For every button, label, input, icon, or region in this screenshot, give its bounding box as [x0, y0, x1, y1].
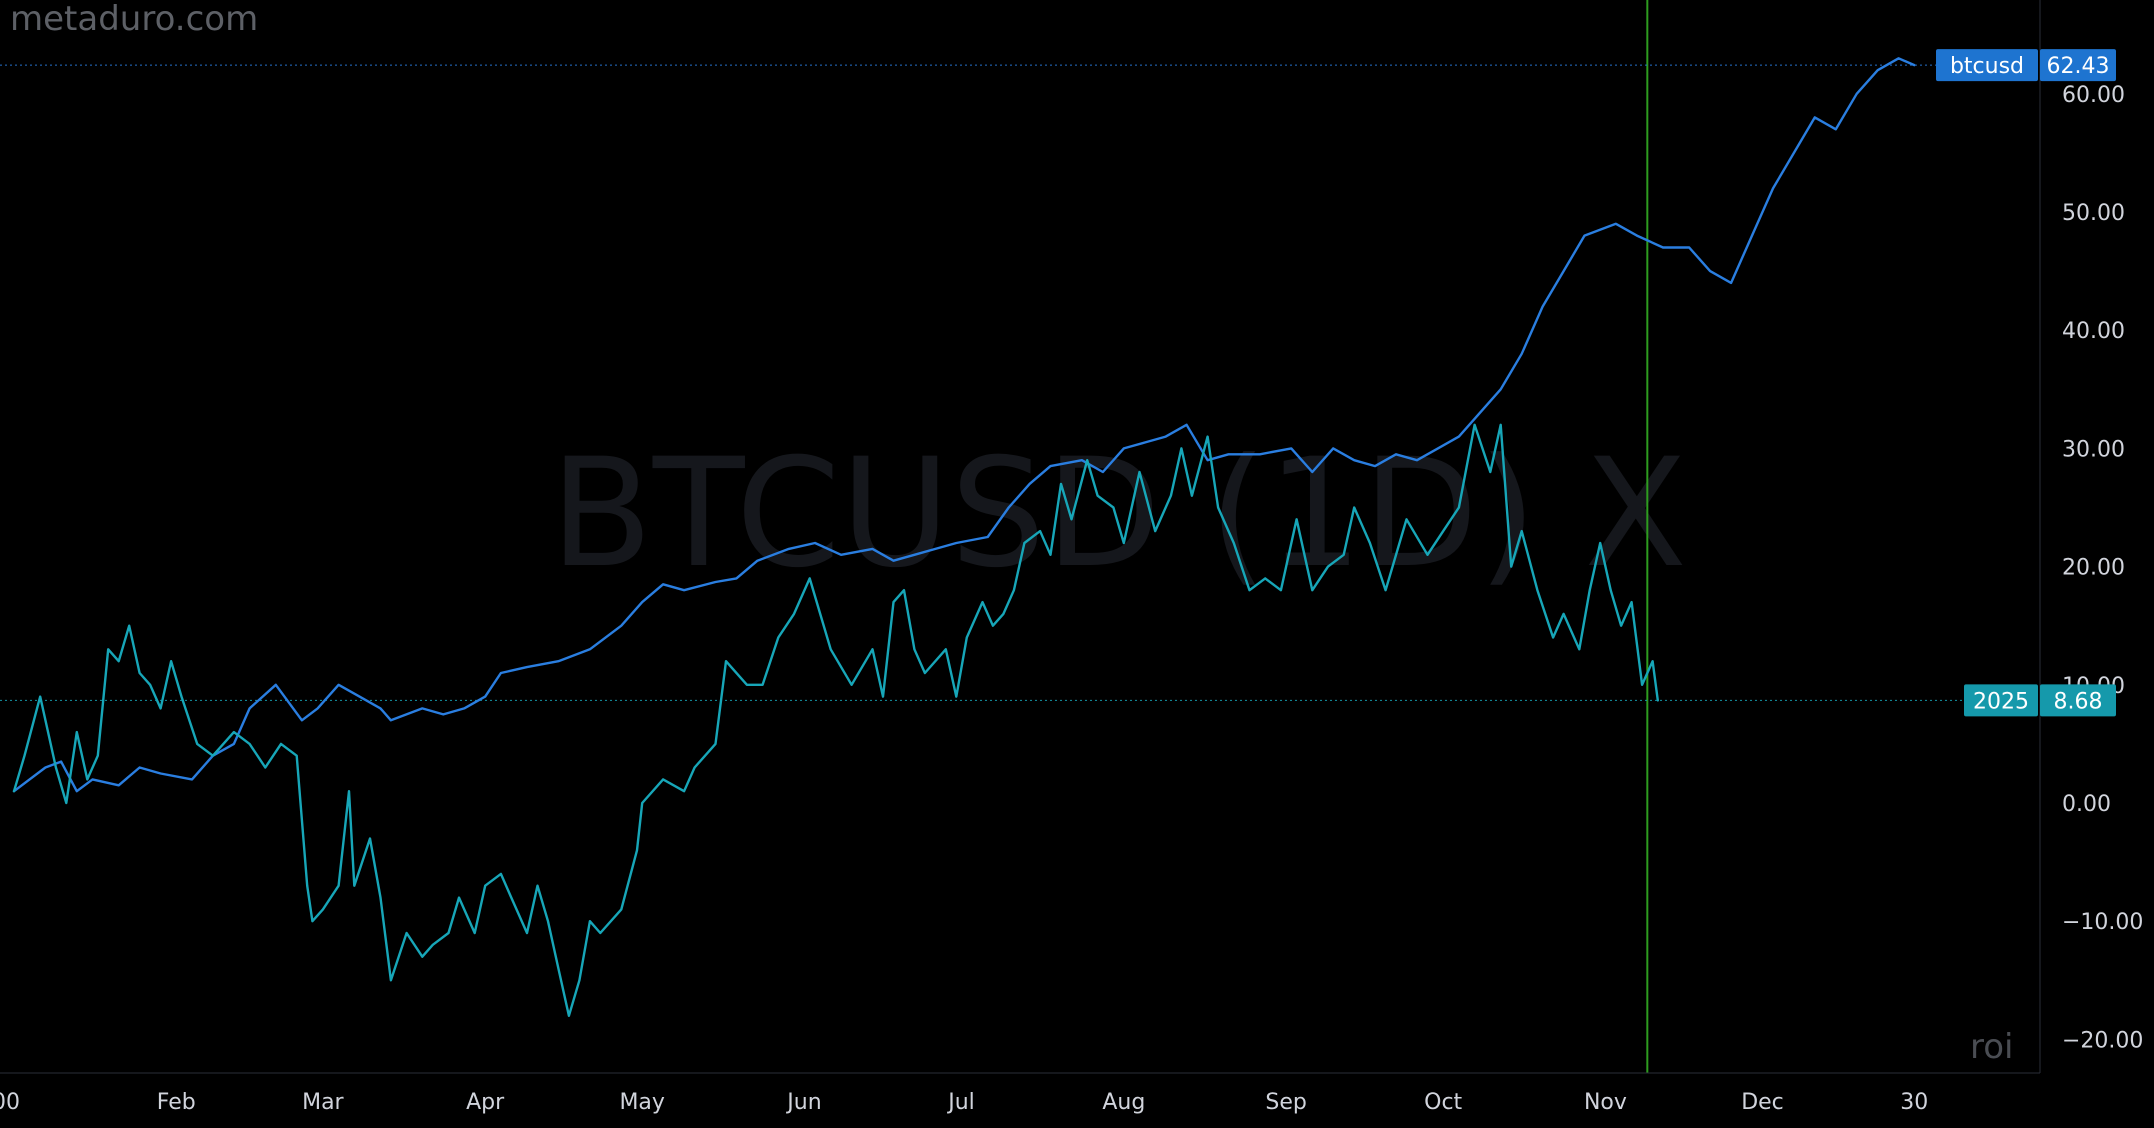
x-tick-label: Sep — [1265, 1090, 1306, 1115]
x-tick-label: 30 — [1900, 1090, 1928, 1115]
series-line-btcusd — [12, 57, 1916, 793]
x-tick-label: Mar — [302, 1090, 344, 1115]
series-line-2025 — [12, 423, 1660, 1017]
y-tick-label: 60.00 — [2062, 83, 2125, 108]
x-tick-label: Nov — [1584, 1090, 1627, 1115]
y-tick-label: −20.00 — [2062, 1028, 2143, 1053]
series-value-tag — [2040, 49, 2116, 82]
x-tick-label: 2000 — [0, 1090, 20, 1115]
x-tick-label: May — [619, 1090, 664, 1115]
series-name-tag — [1964, 684, 2038, 717]
series-name-label: 2025 — [1973, 689, 2029, 714]
y-tick-label: 20.00 — [2062, 556, 2125, 581]
x-tick-label: Jun — [785, 1090, 821, 1115]
x-tick-label: Apr — [466, 1090, 505, 1115]
site-watermark: metaduro.com — [10, 0, 258, 39]
series-value-label: 62.43 — [2047, 54, 2110, 79]
last-value-tags: btcusd 62.43 2025 8.68 — [1936, 49, 2116, 717]
corner-watermark: roi — [1970, 1027, 2013, 1067]
x-tick-label: Dec — [1741, 1090, 1784, 1115]
y-tick-label: −10.00 — [2062, 910, 2143, 935]
series-name-tag — [1936, 49, 2038, 82]
series-layer — [12, 57, 1916, 1017]
y-tick-label: 30.00 — [2062, 437, 2125, 462]
last-value-tag-btcusd: btcusd 62.43 — [1936, 49, 2116, 82]
x-tick-label: Aug — [1102, 1090, 1145, 1115]
x-tick-label: Oct — [1424, 1090, 1462, 1115]
last-value-tag-2025: 2025 8.68 — [1964, 684, 2116, 717]
price-lines — [0, 0, 2040, 1073]
y-tick-label: 0.00 — [2062, 792, 2111, 817]
series-name-label: btcusd — [1950, 54, 2024, 79]
series-value-tag — [2040, 684, 2116, 717]
x-tick-label: Jul — [946, 1090, 975, 1115]
x-tick-label: Feb — [157, 1090, 196, 1115]
y-tick-label: 40.00 — [2062, 319, 2125, 344]
y-tick-label: 50.00 — [2062, 201, 2125, 226]
series-value-label: 8.68 — [2054, 689, 2103, 714]
